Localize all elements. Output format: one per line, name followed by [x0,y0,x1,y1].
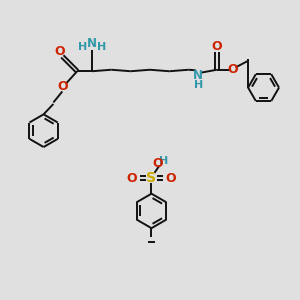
Text: O: O [212,40,222,53]
Text: O: O [152,158,163,170]
Text: O: O [57,80,68,93]
Text: H: H [97,42,106,52]
Text: O: O [166,172,176,185]
Text: N: N [193,69,203,82]
Text: H: H [78,42,87,52]
Text: S: S [146,171,157,185]
Text: H: H [194,80,203,90]
Text: H: H [159,156,168,166]
Text: O: O [55,45,65,58]
Text: O: O [127,172,137,185]
Text: N: N [87,38,97,50]
Text: O: O [227,63,238,76]
